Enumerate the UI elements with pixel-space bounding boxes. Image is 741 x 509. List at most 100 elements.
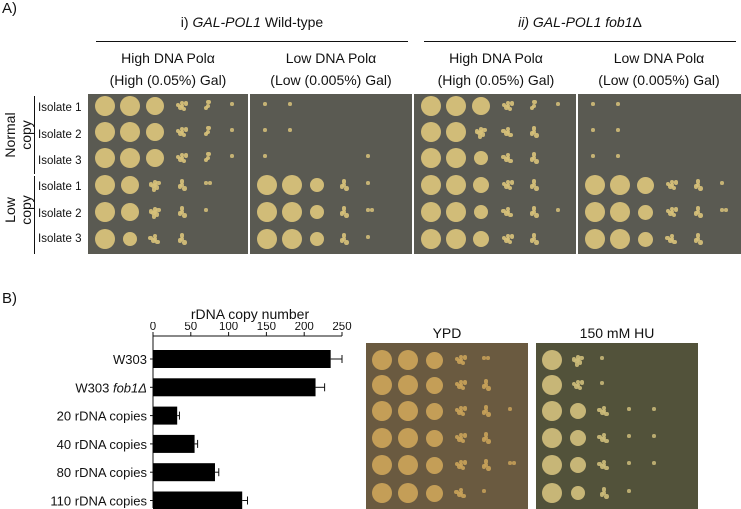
group-i-prefix: i) <box>180 14 193 30</box>
colony-spot <box>425 484 443 502</box>
colony-spot <box>288 128 292 132</box>
bar <box>153 378 316 397</box>
colony-spot <box>421 122 441 142</box>
colony-spot <box>151 238 156 243</box>
colony-spot <box>457 437 462 442</box>
colony-spot <box>486 439 491 444</box>
colony-spot <box>181 106 187 111</box>
colony-spot <box>155 239 160 245</box>
colony-spot <box>673 180 679 185</box>
colony-spot <box>532 99 537 105</box>
colony-spot <box>556 208 560 212</box>
colony-spot <box>153 207 158 212</box>
colony-spot <box>477 131 482 136</box>
colony-spot <box>504 157 509 162</box>
colony-spot <box>123 232 137 246</box>
colony-spot <box>474 205 488 219</box>
colony-spot <box>577 385 583 390</box>
copy-group-normal-word2: copy <box>18 120 34 150</box>
colony-spot <box>479 127 484 132</box>
group-i-title: GAL-POL1 <box>192 14 261 30</box>
colony-spot <box>507 185 513 190</box>
colony-spot <box>203 131 209 137</box>
colony-spot <box>180 152 185 158</box>
colony-spot <box>446 148 466 168</box>
colony-spot <box>230 128 234 132</box>
copy-group-low-word2: copy <box>18 195 34 225</box>
colony-spot <box>203 157 209 163</box>
colony-spot <box>182 240 187 245</box>
x-tick-label: 50 <box>184 322 197 333</box>
plate-hu <box>536 343 698 509</box>
group-i-rule <box>96 41 408 42</box>
colony-spot <box>95 229 115 249</box>
colony-spot <box>457 492 462 497</box>
colony-spot <box>454 490 459 495</box>
colony-spot <box>366 154 370 158</box>
colony-spot <box>462 460 468 465</box>
colony-spot <box>339 211 345 216</box>
colony-spot <box>146 97 164 115</box>
condition-3-line1: High DNA Polα <box>449 50 543 66</box>
colony-spot <box>205 103 211 109</box>
colony-spot <box>398 350 418 370</box>
colony-spot <box>504 211 509 216</box>
colony-spot <box>556 102 560 106</box>
colony-spot <box>177 238 183 243</box>
category-label-text: 80 rDNA copies <box>57 465 148 480</box>
colony-spot <box>720 208 724 212</box>
colony-spot <box>672 239 677 245</box>
colony-spot <box>425 456 443 474</box>
colony-spot <box>600 381 604 385</box>
colony-spot <box>151 211 156 216</box>
colony-spot <box>637 231 653 247</box>
colony-spot <box>183 127 189 132</box>
colony-spot <box>457 359 462 364</box>
colony-spot <box>636 176 654 194</box>
colony-spot <box>574 359 579 364</box>
colony-spot <box>637 204 653 220</box>
colony-spot <box>372 428 392 448</box>
condition-2-line2: (Low (0.005%) Gal) <box>270 72 392 88</box>
colony-spot <box>480 132 486 137</box>
colony-spot <box>602 487 607 492</box>
colony-spot <box>484 405 489 410</box>
colony-spot <box>604 465 609 471</box>
colony-spot <box>602 405 607 411</box>
colony-spot <box>398 401 418 421</box>
category-label-text: 110 rDNA copies <box>50 494 147 509</box>
colony-spot <box>180 179 185 184</box>
condition-1: High DNA Polα (High (0.05%) Gal) <box>88 47 248 91</box>
category-label-italic: fob1Δ <box>113 380 147 395</box>
colony-spot <box>425 429 443 447</box>
condition-4-line1: Low DNA Polα <box>613 50 705 66</box>
colony-spot <box>120 122 140 142</box>
colony-spot <box>696 233 701 238</box>
colony-spot <box>484 379 489 384</box>
colony-spot <box>542 350 562 370</box>
colony-spot <box>121 203 139 221</box>
colony-spot <box>504 184 509 189</box>
colony-spot <box>204 208 208 212</box>
colony-spot <box>484 459 489 464</box>
colony-spot <box>178 105 183 110</box>
colony-spot <box>372 350 392 370</box>
colony-spot <box>509 180 515 185</box>
colony-spot <box>421 202 441 222</box>
colony-spot <box>532 206 537 211</box>
colony-spot <box>178 157 183 162</box>
colony-spot <box>579 380 585 385</box>
colony-spot <box>459 487 464 493</box>
category-label-text: W303 <box>113 352 147 367</box>
colony-spot <box>693 184 699 189</box>
colony-spot <box>149 209 154 214</box>
normal-copy-bracket <box>34 96 35 174</box>
colony-spot <box>121 176 139 194</box>
colony-spot <box>156 207 161 212</box>
colony-spot <box>668 184 673 189</box>
colony-spot <box>446 175 466 195</box>
colony-spot <box>120 96 140 116</box>
colony-spot <box>652 407 656 411</box>
colony-spot <box>506 100 511 106</box>
